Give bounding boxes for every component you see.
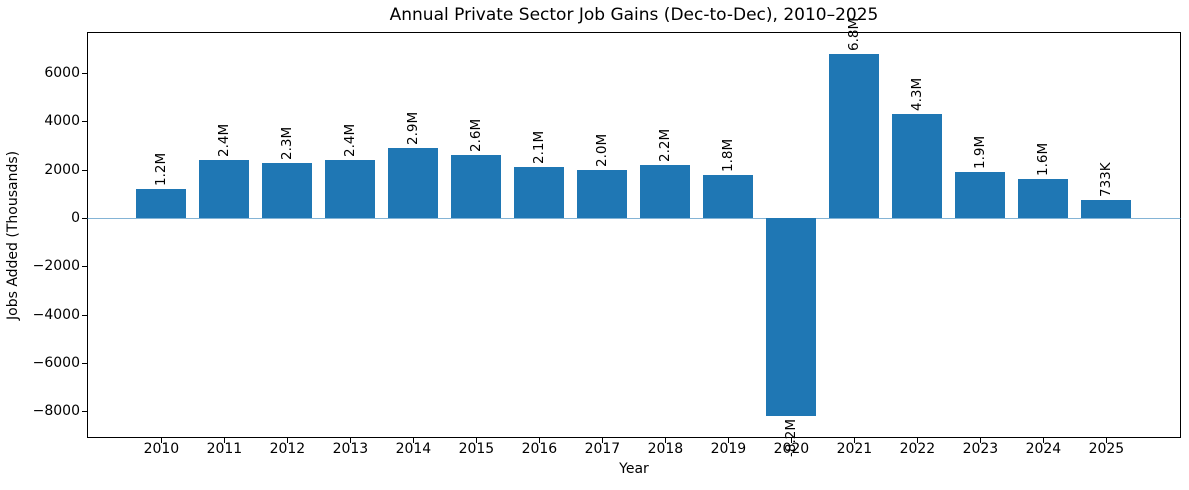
y-tick-mark (82, 266, 87, 268)
y-tick-mark (82, 218, 87, 220)
x-tick-mark (728, 438, 730, 443)
bar-value-label: 2.0M (594, 133, 611, 167)
x-tick-mark (476, 438, 478, 443)
y-tick-mark (82, 363, 87, 365)
bar-value-label: 1.9M (972, 136, 989, 170)
x-tick-label: 2015 (458, 441, 495, 457)
bar-value-label: 2.9M (405, 111, 422, 145)
bar-value-label: 6.8M (846, 17, 863, 51)
x-tick-mark (665, 438, 667, 443)
bar (577, 169, 628, 219)
y-tick-mark (82, 411, 87, 413)
bar (262, 162, 313, 219)
x-tick-mark (161, 438, 163, 443)
y-tick-mark (82, 169, 87, 171)
bar (640, 164, 691, 219)
x-tick-label: 2021 (836, 441, 873, 457)
x-tick-label: 2019 (710, 441, 747, 457)
bar (1018, 179, 1069, 219)
y-tick-label: −8000 (32, 403, 80, 420)
bar-value-label: 2.4M (216, 123, 233, 158)
bar-value-label: 2.4M (342, 123, 359, 158)
x-tick-mark (602, 438, 604, 443)
y-tick-label: 6000 (44, 65, 80, 82)
y-tick-label: 0 (71, 210, 80, 227)
x-tick-label: 2014 (395, 441, 432, 457)
x-tick-mark (287, 438, 289, 443)
bar-value-label: 2.2M (657, 128, 674, 162)
x-tick-label: 2013 (332, 441, 369, 457)
y-tick-mark (82, 314, 87, 316)
x-tick-label: 2010 (143, 441, 180, 457)
bar (136, 189, 187, 219)
bar (514, 167, 565, 219)
x-tick-label: 2018 (647, 441, 684, 457)
bar-value-label: 2.3M (279, 126, 296, 160)
chart-title: Annual Private Sector Job Gains (Dec-to-… (389, 5, 879, 25)
y-tick-label: 2000 (44, 161, 80, 178)
y-tick-mark (82, 73, 87, 75)
bar-value-label: 1.6M (1035, 143, 1052, 177)
x-tick-mark (350, 438, 352, 443)
x-tick-label: 2022 (899, 441, 936, 457)
bar-value-label: 1.8M (720, 138, 737, 172)
bar (703, 174, 754, 219)
bar-value-label: 733K (1098, 162, 1115, 198)
bar (1081, 200, 1132, 219)
x-tick-label: 2012 (269, 441, 306, 457)
bar-value-label: 2.1M (531, 131, 548, 165)
bar (766, 218, 817, 417)
x-tick-mark (1106, 438, 1108, 443)
x-tick-label: 2011 (206, 441, 243, 457)
x-tick-mark (854, 438, 856, 443)
x-axis-label: Year (619, 461, 649, 477)
y-tick-label: −2000 (32, 258, 80, 275)
x-tick-label: 2016 (521, 441, 558, 457)
bar (388, 148, 439, 219)
x-tick-label: 2017 (584, 441, 621, 457)
bar (199, 160, 250, 219)
bar-value-label: -8.2M (783, 419, 800, 458)
x-tick-label: 2020 (773, 441, 810, 457)
x-tick-mark (980, 438, 982, 443)
x-tick-mark (539, 438, 541, 443)
bar-value-label: 4.3M (909, 78, 926, 112)
y-tick-label: 4000 (44, 113, 80, 130)
x-tick-mark (413, 438, 415, 443)
x-tick-mark (1043, 438, 1045, 443)
x-tick-mark (917, 438, 919, 443)
bar (451, 155, 502, 219)
bar (892, 114, 943, 219)
bar-value-label: 2.6M (468, 119, 485, 153)
x-tick-mark (791, 438, 793, 443)
x-tick-label: 2025 (1088, 441, 1125, 457)
y-tick-label: −6000 (32, 355, 80, 372)
bar (955, 172, 1006, 219)
x-tick-mark (224, 438, 226, 443)
bar-value-label: 1.2M (153, 152, 170, 187)
x-tick-label: 2023 (962, 441, 999, 457)
plot-area (87, 32, 1181, 438)
zero-line (87, 217, 1181, 219)
bar (829, 53, 880, 219)
x-tick-label: 2024 (1025, 441, 1062, 457)
y-tick-label: −4000 (32, 306, 80, 323)
y-tick-mark (82, 121, 87, 123)
bar (325, 160, 376, 219)
